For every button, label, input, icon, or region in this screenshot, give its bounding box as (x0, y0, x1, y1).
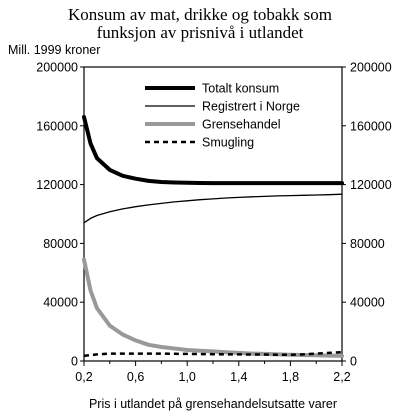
y-tick-label-left: 0 (71, 355, 78, 369)
y-tick-label-left: 200000 (36, 61, 78, 75)
x-tick-label: 1,0 (179, 370, 196, 384)
chart-title-line1: Konsum av mat, drikke og tobakk som (68, 5, 332, 24)
y-axis-label: Mill. 1999 kroner (8, 43, 100, 57)
x-tick-label: 1,8 (282, 370, 299, 384)
x-ticks: 0,2 0,6 1,0 1,4 1,8 2,2 (75, 361, 351, 384)
legend-label: Grensehandel (202, 118, 281, 132)
y-tick-label-right: 120000 (350, 178, 392, 192)
series-line-grensehandel (82, 257, 344, 358)
chart-title-line2: funksjon av prisnivå i utlandet (97, 23, 304, 42)
legend-label: Totalt konsum (202, 82, 279, 96)
x-tick-label: 2,2 (333, 370, 350, 384)
series-layer (82, 115, 344, 358)
legend: Totalt konsum Registrert i Norge Grensehan… (145, 82, 300, 150)
y-tick-label-left: 120000 (36, 178, 78, 192)
y-tick-label-left: 160000 (36, 119, 78, 133)
legend-label: Smugling (202, 136, 254, 150)
series-line-totalt-konsum (82, 115, 344, 186)
y-tick-label-left: 40000 (43, 296, 78, 310)
x-axis-label: Pris i utlandet på grensehandelsutsatte … (89, 397, 337, 411)
y-tick-label-right: 40000 (350, 296, 385, 310)
y-tick-label-right: 80000 (350, 237, 385, 251)
y-tick-label-right: 200000 (350, 61, 392, 75)
x-tick-label: 0,6 (127, 370, 144, 384)
y-tick-label-left: 80000 (43, 237, 78, 251)
legend-label: Registrert i Norge (202, 100, 300, 114)
x-tick-label: 1,4 (230, 370, 247, 384)
x-tick-label: 0,2 (75, 370, 92, 384)
series-line-registrert-i-norge (83, 193, 343, 224)
y-tick-label-right: 160000 (350, 119, 392, 133)
y-tick-label-right: 0 (350, 355, 357, 369)
